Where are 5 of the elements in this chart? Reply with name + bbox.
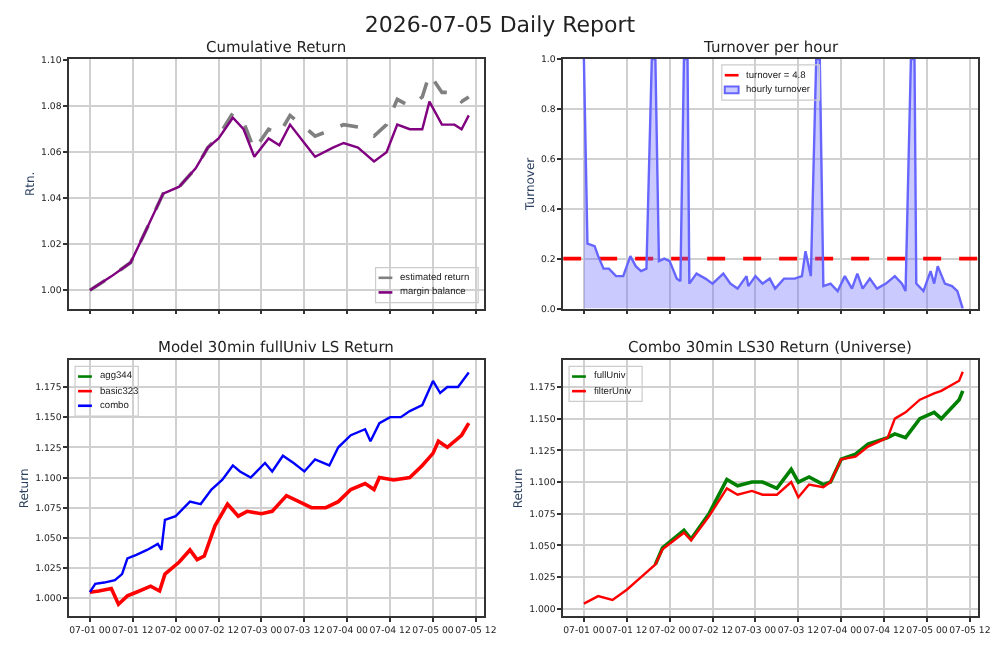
line-series (653, 389, 965, 567)
line-series (88, 371, 470, 594)
text: 2026-07-05 Daily Report (364, 11, 637, 38)
line-series (88, 421, 471, 607)
line-series (582, 370, 964, 605)
